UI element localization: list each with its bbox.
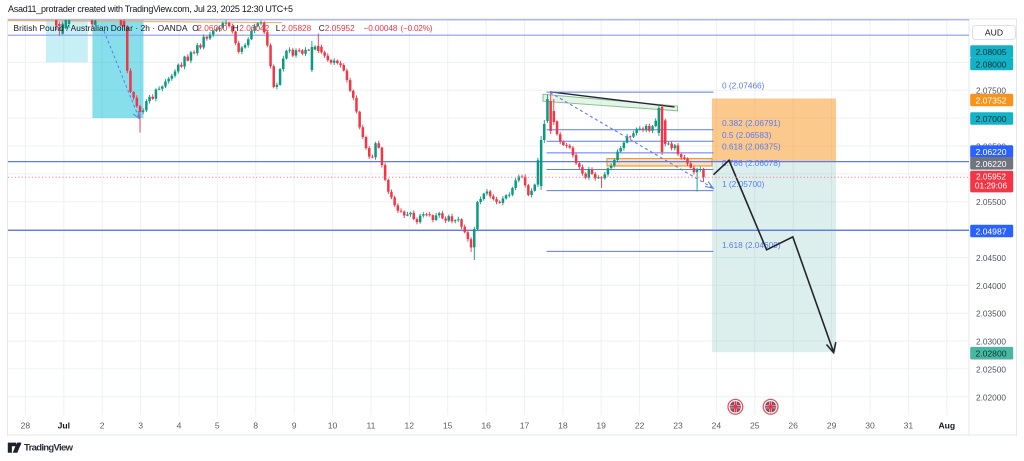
svg-text:2.05952: 2.05952 xyxy=(325,23,355,33)
svg-text:2.04000: 2.04000 xyxy=(976,281,1006,291)
svg-text:(−0.02%): (−0.02%) xyxy=(401,23,433,33)
svg-text:18: 18 xyxy=(558,421,568,431)
svg-text:Aug: Aug xyxy=(938,421,955,431)
svg-text:Asad11_protrader created with: Asad11_protrader created with TradingVie… xyxy=(8,4,293,14)
svg-text:2.04987: 2.04987 xyxy=(975,227,1006,237)
svg-text:01:29:06: 01:29:06 xyxy=(975,181,1008,191)
svg-text:2.07500: 2.07500 xyxy=(976,86,1006,96)
svg-text:2.05828: 2.05828 xyxy=(281,23,311,33)
svg-text:28: 28 xyxy=(21,421,31,431)
svg-text:31: 31 xyxy=(904,421,914,431)
svg-text:0 (2.07466): 0 (2.07466) xyxy=(722,81,765,91)
svg-text:2.07352: 2.07352 xyxy=(975,96,1006,106)
svg-text:2.03000: 2.03000 xyxy=(976,337,1006,347)
svg-text:AUD: AUD xyxy=(985,28,1003,38)
svg-text:0.382 (2.06791): 0.382 (2.06791) xyxy=(722,118,781,128)
svg-text:2.02000: 2.02000 xyxy=(976,392,1006,402)
svg-text:29: 29 xyxy=(827,421,837,431)
svg-text:2.06220: 2.06220 xyxy=(975,147,1006,157)
svg-text:2.08000: 2.08000 xyxy=(975,59,1006,69)
svg-text:8: 8 xyxy=(253,421,258,431)
svg-text:30: 30 xyxy=(865,421,875,431)
svg-text:H: H xyxy=(233,23,239,33)
svg-text:5: 5 xyxy=(215,421,220,431)
svg-text:12: 12 xyxy=(405,421,415,431)
svg-text:Jul: Jul xyxy=(58,421,70,431)
svg-text:0.618 (2.06375): 0.618 (2.06375) xyxy=(722,141,781,151)
svg-text:2.03500: 2.03500 xyxy=(976,309,1006,319)
svg-text:2.02800: 2.02800 xyxy=(975,349,1006,359)
svg-text:19: 19 xyxy=(596,421,606,431)
svg-text:26: 26 xyxy=(788,421,798,431)
svg-text:2.06042: 2.06042 xyxy=(239,23,269,33)
svg-text:9: 9 xyxy=(292,421,297,431)
svg-text:2.08005: 2.08005 xyxy=(975,47,1006,57)
svg-text:2.06000: 2.06000 xyxy=(197,23,227,33)
svg-text:C: C xyxy=(319,23,325,33)
svg-text:0.786 (2.06078): 0.786 (2.06078) xyxy=(722,158,781,168)
svg-text:1 (2.05700): 1 (2.05700) xyxy=(722,179,765,189)
svg-text:0.5 (2.06583): 0.5 (2.06583) xyxy=(722,130,772,140)
svg-text:15: 15 xyxy=(443,421,453,431)
svg-text:2.07000: 2.07000 xyxy=(975,114,1006,124)
svg-text:1.618 (2.04609): 1.618 (2.04609) xyxy=(722,240,781,250)
svg-text:3: 3 xyxy=(138,421,143,431)
svg-text:17: 17 xyxy=(520,421,530,431)
svg-text:O: O xyxy=(192,23,199,33)
svg-text:2.05952: 2.05952 xyxy=(976,172,1006,182)
svg-text:−0.00048: −0.00048 xyxy=(364,23,398,33)
svg-text:22: 22 xyxy=(635,421,645,431)
svg-text:2.02500: 2.02500 xyxy=(976,364,1006,374)
svg-text:10: 10 xyxy=(328,421,338,431)
svg-text:24: 24 xyxy=(712,421,722,431)
svg-text:4: 4 xyxy=(177,421,182,431)
svg-text:2.04500: 2.04500 xyxy=(976,253,1006,263)
svg-text:British Pound / Australian Dol: British Pound / Australian Dollar · 2h ·… xyxy=(14,23,188,33)
svg-text:L: L xyxy=(276,23,281,33)
svg-text:TradingView: TradingView xyxy=(24,443,74,454)
svg-text:16: 16 xyxy=(481,421,491,431)
svg-text:2.05500: 2.05500 xyxy=(976,197,1006,207)
svg-text:23: 23 xyxy=(673,421,683,431)
svg-text:11: 11 xyxy=(366,421,375,431)
svg-text:2.06220: 2.06220 xyxy=(975,159,1006,169)
svg-text:2: 2 xyxy=(100,421,105,431)
svg-text:25: 25 xyxy=(750,421,760,431)
